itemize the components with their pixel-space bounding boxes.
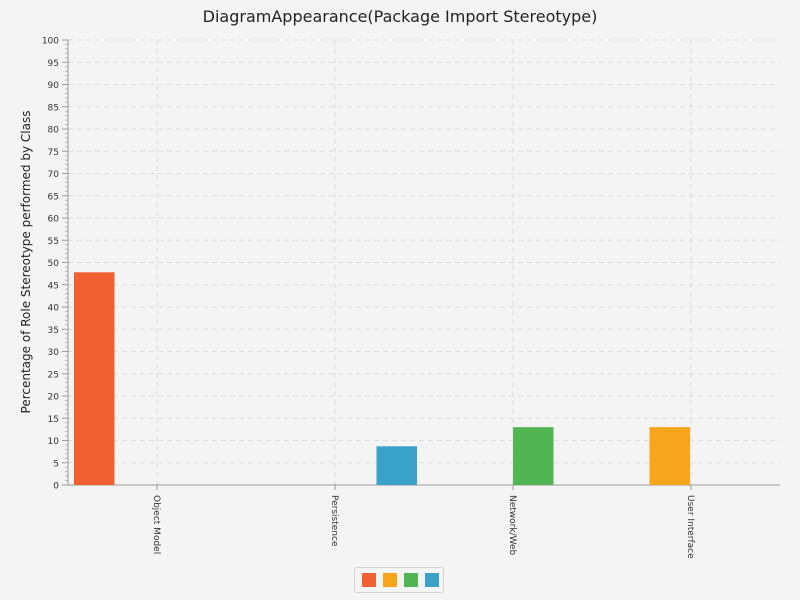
y-tick-label: 45 [48, 281, 59, 291]
y-tick-label: 90 [48, 81, 60, 91]
chart-title: DiagramAppearance(Package Import Stereot… [202, 7, 598, 26]
y-tick-label: 55 [48, 237, 59, 247]
x-tick-label: Object Model [151, 495, 161, 554]
y-tick-label: 70 [48, 170, 60, 180]
y-tick-label: 60 [48, 215, 60, 225]
bar [513, 427, 554, 485]
bar [376, 446, 417, 485]
x-tick-label: Network/Web [507, 495, 517, 556]
legend-swatch [383, 573, 397, 587]
y-tick-label: 0 [53, 482, 59, 492]
legend-swatch [362, 573, 376, 587]
y-tick-label: 30 [48, 348, 60, 358]
x-tick-label: User Interface [685, 495, 695, 559]
y-tick-label: 50 [48, 259, 60, 269]
y-tick-label: 100 [42, 37, 59, 47]
y-tick-label: 5 [53, 459, 59, 469]
y-tick-label: 20 [48, 393, 60, 403]
y-tick-label: 25 [48, 370, 59, 380]
legend-swatch [404, 573, 418, 587]
y-tick-label: 80 [48, 126, 60, 136]
bar [74, 272, 115, 485]
legend-swatch [425, 573, 439, 587]
y-tick-label: 75 [48, 148, 59, 158]
y-tick-label: 10 [48, 437, 60, 447]
bar [649, 427, 690, 485]
x-tick-label: Persistence [329, 495, 339, 547]
y-tick-label: 40 [48, 304, 60, 314]
y-tick-label: 85 [48, 103, 59, 113]
y-tick-label: 65 [48, 192, 59, 202]
y-tick-label: 35 [48, 326, 59, 336]
legend [354, 567, 444, 593]
y-tick-label: 15 [48, 415, 59, 425]
y-tick-label: 95 [48, 59, 59, 69]
